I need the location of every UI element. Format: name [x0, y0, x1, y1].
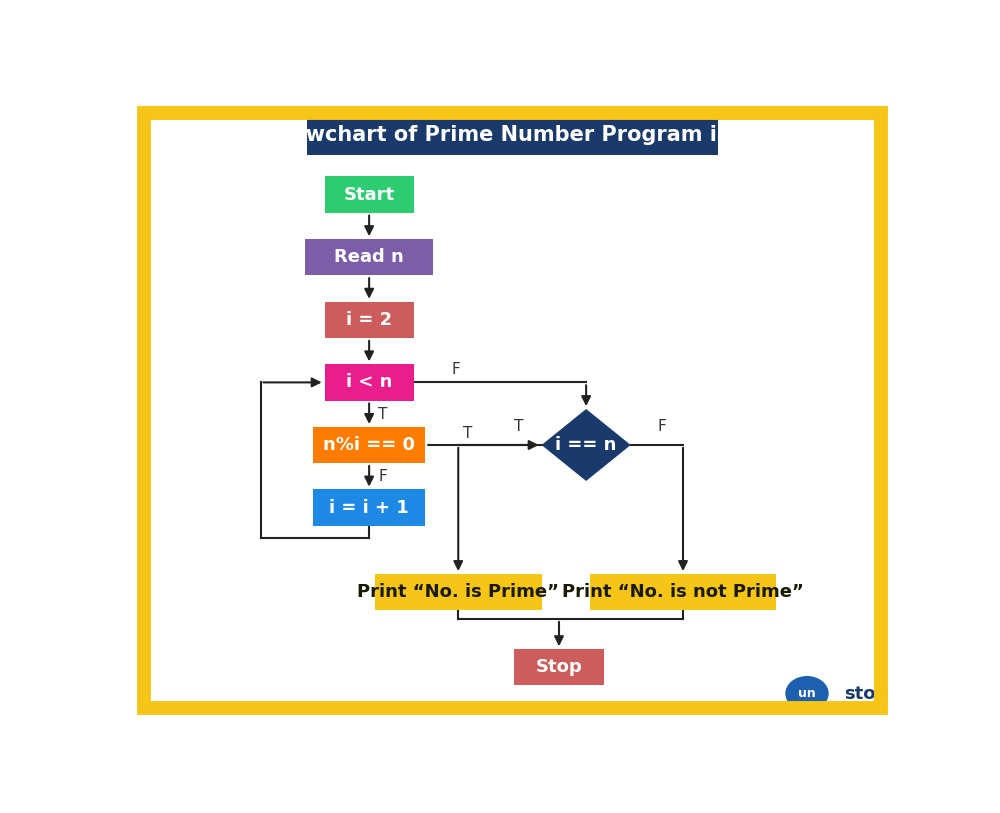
FancyBboxPatch shape [325, 302, 414, 338]
Text: F: F [452, 363, 461, 377]
Text: Start: Start [344, 185, 395, 203]
Text: F: F [379, 469, 387, 485]
Text: F: F [657, 419, 666, 433]
Text: stop: stop [844, 685, 889, 702]
FancyBboxPatch shape [375, 574, 542, 611]
Text: T: T [378, 406, 388, 422]
FancyBboxPatch shape [514, 649, 604, 685]
Circle shape [785, 676, 829, 711]
FancyBboxPatch shape [313, 489, 425, 526]
Text: i < n: i < n [346, 373, 392, 391]
Text: i == n: i == n [555, 436, 617, 454]
Polygon shape [542, 409, 631, 481]
Text: un: un [798, 687, 816, 700]
Text: i = i + 1: i = i + 1 [329, 498, 409, 516]
Text: T: T [514, 419, 523, 433]
FancyBboxPatch shape [590, 574, 776, 611]
Text: Print “No. is not Prime”: Print “No. is not Prime” [562, 583, 804, 601]
Text: Read n: Read n [334, 248, 404, 266]
Text: n%i == 0: n%i == 0 [323, 436, 415, 454]
Text: Stop: Stop [536, 659, 582, 676]
FancyBboxPatch shape [305, 239, 433, 276]
Text: T: T [463, 426, 473, 441]
FancyBboxPatch shape [307, 115, 718, 154]
FancyBboxPatch shape [313, 427, 425, 463]
Text: Flowchart of Prime Number Program in C: Flowchart of Prime Number Program in C [270, 125, 755, 146]
FancyBboxPatch shape [325, 176, 414, 213]
FancyBboxPatch shape [325, 364, 414, 401]
Text: Print “No. is Prime”: Print “No. is Prime” [357, 583, 559, 601]
Text: i = 2: i = 2 [346, 311, 392, 328]
